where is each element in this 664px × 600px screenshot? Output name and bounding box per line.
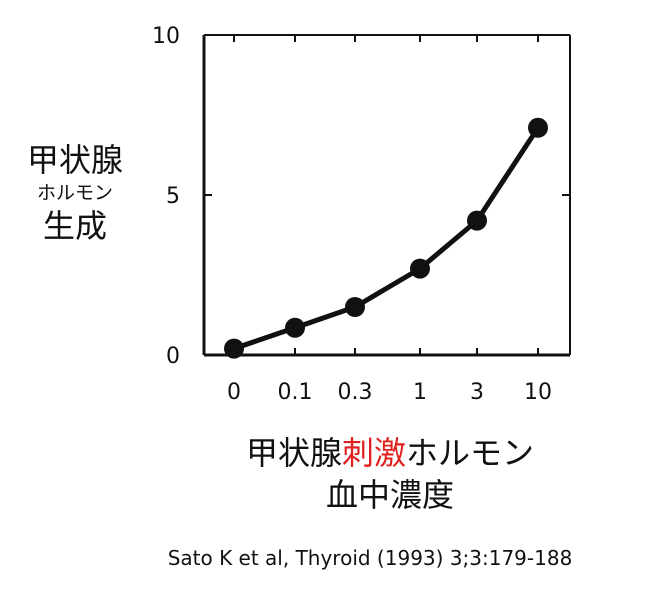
x-tick-label: 10: [524, 380, 552, 405]
x-axis-label-line-2: 血中濃度: [325, 476, 454, 514]
x-axis-label-part-1: 甲状腺: [245, 434, 342, 472]
y-tick-label: 10: [152, 24, 180, 49]
x-tick-label: 1: [413, 380, 427, 405]
x-tick-label: 0: [227, 380, 241, 405]
x-tick-label: 0.3: [338, 380, 373, 405]
y-axis-label-line-2: ホルモン: [36, 182, 113, 204]
y-axis-label-line-3: 生成: [42, 207, 107, 245]
x-axis-label-part-2: ホルモン: [406, 434, 535, 472]
x-axis-label: 甲状腺刺激ホルモン 血中濃度: [180, 432, 600, 516]
data-point: [410, 258, 430, 279]
y-axis-label: 甲状腺 ホルモン 生成: [10, 140, 140, 246]
y-tick-label: 0: [166, 344, 180, 369]
data-point: [467, 210, 487, 231]
x-axis-label-highlight: 刺激: [341, 434, 406, 472]
y-axis-label-line-1: 甲状腺: [26, 141, 123, 179]
citation: Sato K et al, Thyroid (1993) 3;3:179-188: [167, 546, 573, 570]
data-point: [528, 117, 548, 138]
x-tick-label: 3: [470, 380, 484, 405]
x-tick-label: 0.1: [278, 380, 313, 405]
data-point: [224, 338, 244, 359]
series-line: [231, 125, 541, 352]
x-axis-label-line-1: 甲状腺刺激ホルモン: [180, 432, 600, 474]
y-tick-label: 5: [166, 184, 180, 209]
data-point: [285, 317, 305, 338]
data-point: [345, 297, 365, 317]
